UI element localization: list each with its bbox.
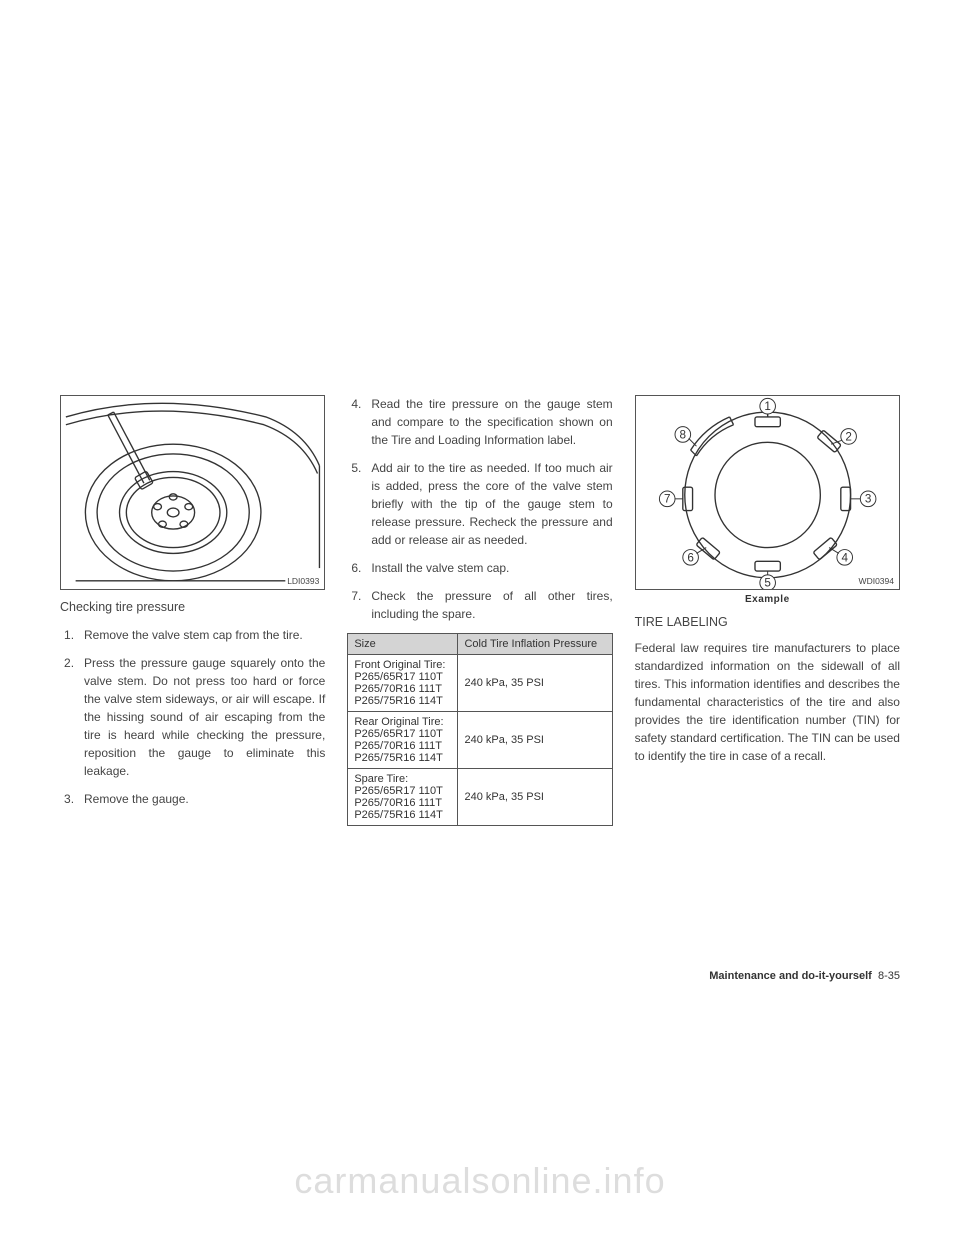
front-spec-2: P265/70R16 111T [354, 683, 442, 695]
footer-page: 8-35 [878, 970, 900, 982]
svg-text:5: 5 [764, 577, 771, 589]
pressure-table: Size Cold Tire Inflation Pressure Front … [347, 633, 612, 826]
tire-gauge-svg [61, 396, 324, 589]
figure-tire-label: 1 2 3 4 5 6 7 8 [635, 395, 900, 590]
th-pressure: Cold Tire Inflation Pressure [458, 634, 612, 655]
column-3: 1 2 3 4 5 6 7 8 [635, 395, 900, 826]
example-caption: Example [635, 594, 900, 605]
tire-labeling-body: Federal law requires tire manufacturers … [635, 639, 900, 765]
spare-label: Spare Tire: [354, 773, 408, 785]
tire-label-svg: 1 2 3 4 5 6 7 8 [636, 396, 899, 589]
checking-pressure-caption: Checking tire pressure [60, 600, 325, 614]
table-row: Spare Tire: P265/65R17 110T P265/70R16 1… [348, 769, 612, 826]
step-5: Add air to the tire as needed. If too mu… [347, 459, 612, 549]
step-3: Remove the gauge. [60, 790, 325, 808]
rear-spec-2: P265/70R16 111T [354, 740, 442, 752]
steps-list-2: Read the tire pressure on the gauge stem… [347, 395, 612, 623]
svg-text:2: 2 [845, 430, 852, 443]
front-spec-1: P265/65R17 110T [354, 671, 442, 683]
figure-code-1: LDI0393 [287, 576, 319, 586]
front-spec-3: P265/75R16 114T [354, 695, 442, 707]
column-1: LDI0393 Checking tire pressure Remove th… [60, 395, 325, 826]
table-row: Front Original Tire: P265/65R17 110T P26… [348, 655, 612, 712]
cell-rear-size: Rear Original Tire: P265/65R17 110T P265… [348, 712, 458, 769]
spare-spec-2: P265/70R16 111T [354, 797, 442, 809]
spare-spec-3: P265/75R16 114T [354, 809, 442, 821]
steps-list-1: Remove the valve stem cap from the tire.… [60, 626, 325, 808]
footer-section: Maintenance and do-it-yourself [709, 970, 872, 982]
step-6: Install the valve stem cap. [347, 559, 612, 577]
cell-front-pressure: 240 kPa, 35 PSI [458, 655, 612, 712]
svg-text:6: 6 [687, 551, 694, 564]
column-2: Read the tire pressure on the gauge stem… [347, 395, 612, 826]
watermark: carmanualsonline.info [294, 1160, 665, 1202]
svg-text:3: 3 [865, 493, 872, 506]
spare-spec-1: P265/65R17 110T [354, 785, 442, 797]
table-header-row: Size Cold Tire Inflation Pressure [348, 634, 612, 655]
svg-text:8: 8 [679, 428, 686, 441]
svg-text:4: 4 [841, 551, 848, 564]
table-row: Rear Original Tire: P265/65R17 110T P265… [348, 712, 612, 769]
page-content: LDI0393 Checking tire pressure Remove th… [60, 395, 900, 826]
rear-label: Rear Original Tire: [354, 716, 443, 728]
svg-text:7: 7 [664, 493, 671, 506]
step-2: Press the pressure gauge squarely onto t… [60, 654, 325, 780]
cell-front-size: Front Original Tire: P265/65R17 110T P26… [348, 655, 458, 712]
th-size: Size [348, 634, 458, 655]
tire-labeling-heading: TIRE LABELING [635, 615, 900, 629]
page-footer: Maintenance and do-it-yourself 8-35 [709, 970, 900, 982]
cell-rear-pressure: 240 kPa, 35 PSI [458, 712, 612, 769]
rear-spec-1: P265/65R17 110T [354, 728, 442, 740]
step-4: Read the tire pressure on the gauge stem… [347, 395, 612, 449]
figure-tire-gauge: LDI0393 [60, 395, 325, 590]
step-7: Check the pressure of all other tires, i… [347, 587, 612, 623]
svg-text:1: 1 [764, 400, 771, 413]
step-1: Remove the valve stem cap from the tire. [60, 626, 325, 644]
cell-spare-pressure: 240 kPa, 35 PSI [458, 769, 612, 826]
figure-code-2: WDI0394 [859, 576, 894, 586]
front-label: Front Original Tire: [354, 659, 445, 671]
cell-spare-size: Spare Tire: P265/65R17 110T P265/70R16 1… [348, 769, 458, 826]
rear-spec-3: P265/75R16 114T [354, 752, 442, 764]
